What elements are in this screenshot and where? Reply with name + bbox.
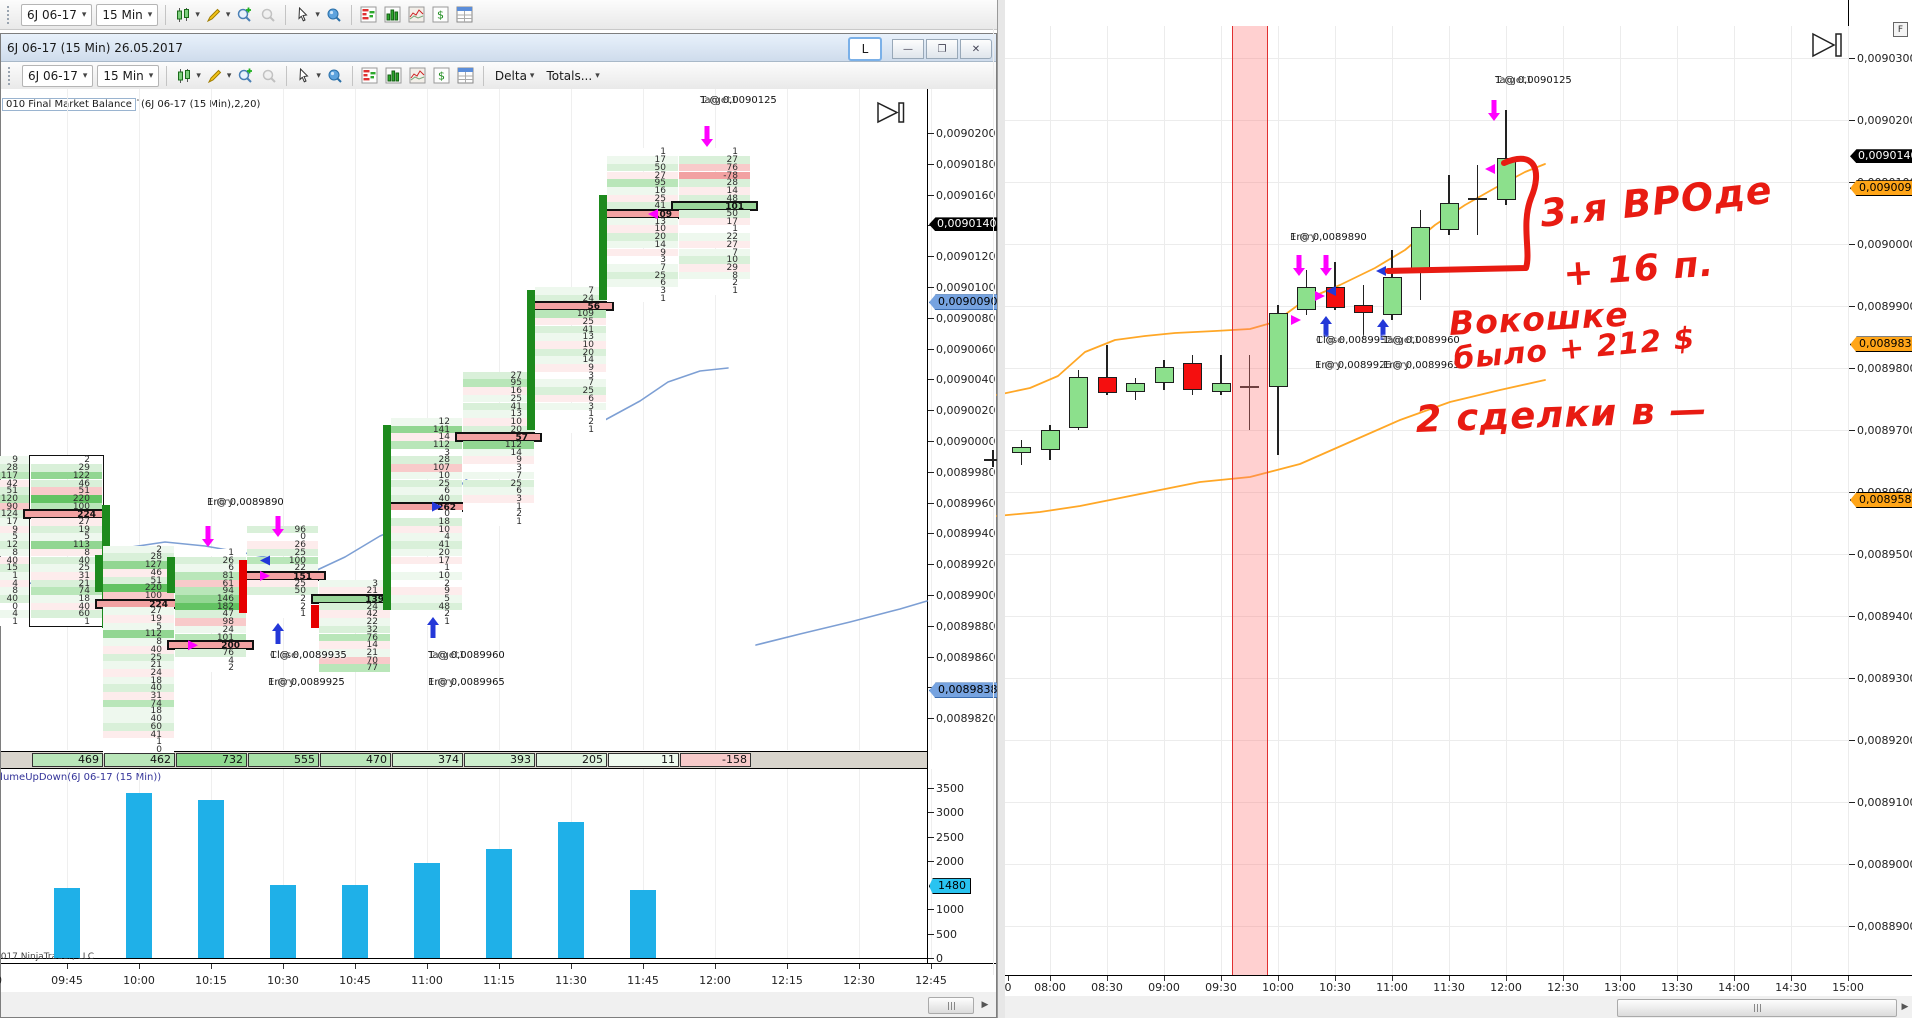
cursor-tool-icon[interactable] [293, 5, 313, 25]
chevron-down-icon[interactable]: ▾ [315, 9, 320, 20]
left-playback-icon[interactable] [876, 101, 906, 128]
account-dollar-icon[interactable]: $ [432, 66, 452, 86]
window-title: 6J 06-17 (15 Min) 26.05.2017 [7, 40, 183, 55]
delta-selector[interactable]: Delta ▾ [494, 68, 535, 83]
toolbar-separator [165, 4, 167, 25]
svg-text:$: $ [438, 70, 445, 83]
chevron-down-icon: ▾ [148, 70, 154, 81]
left-chart-plot[interactable] [1, 89, 927, 750]
main-toolbar: 6J 06-17 ▾ 15 Min ▾ ▾ ▾ ▾ $ [0, 0, 997, 30]
indicator-label: 010 Final Market Balance ˜(6J 06-17 (15 M… [2, 98, 260, 111]
interval-selector[interactable]: 15 Min ▾ [96, 3, 159, 26]
data-grid-icon[interactable] [456, 66, 476, 86]
chart-analysis-icon[interactable] [407, 5, 427, 25]
drawing-tools-icon[interactable] [205, 66, 225, 86]
right-price-axis[interactable] [1849, 0, 1912, 975]
close-button[interactable]: ✕ [960, 39, 992, 59]
volume-panel-title: VolumeUpDown(6J 06-17 (15 Min)) [0, 772, 162, 783]
chevron-down-icon[interactable]: ▾ [225, 9, 231, 20]
zoom-out-icon[interactable] [258, 5, 278, 25]
chevron-down-icon: ▾ [529, 70, 535, 81]
chart-style-icon[interactable] [174, 66, 194, 86]
right-time-axis-line [1005, 975, 1912, 976]
toolbar-separator [285, 4, 287, 25]
crosshair-zoom-icon[interactable] [325, 66, 345, 86]
link-button[interactable]: L [848, 37, 882, 61]
toolbar-separator [482, 65, 484, 86]
volume-bars-icon[interactable] [383, 5, 403, 25]
totals-row [1, 751, 927, 769]
volume-zero-line [1, 958, 927, 959]
volume-panel[interactable] [1, 769, 927, 962]
left-scroll-arrow-icon[interactable]: ▶ [978, 997, 992, 1012]
market-depth-icon[interactable] [359, 5, 379, 25]
account-dollar-icon[interactable]: $ [431, 5, 451, 25]
window-divider [997, 0, 1005, 1018]
toolbar-separator [166, 65, 168, 86]
chevron-down-icon: ▾ [82, 70, 88, 81]
toolbar-separator [351, 65, 353, 86]
instrument-selector[interactable]: 6J 06-17 ▾ [21, 3, 93, 26]
zoom-in-icon[interactable] [234, 5, 254, 25]
totals-selector[interactable]: Totals... ▾ [546, 68, 600, 83]
zoom-out-icon[interactable] [259, 66, 279, 86]
minimize-button[interactable]: — [892, 39, 924, 59]
left-scrollbar[interactable]: ▶ [1, 992, 996, 1017]
left-price-axis[interactable] [928, 89, 996, 963]
right-chart-plot[interactable] [1005, 0, 1848, 975]
toolbar-separator [286, 65, 288, 86]
toolbar-grip[interactable] [8, 66, 15, 85]
right-scrollbar[interactable]: ▶ [1005, 996, 1912, 1018]
svg-text:$: $ [437, 9, 444, 22]
chart-style-icon[interactable] [173, 5, 193, 25]
copyright-text: ©2017 NinjaTrader, LLC [0, 952, 95, 962]
maximize-button[interactable]: ❐ [926, 39, 958, 59]
chevron-down-icon[interactable]: ▾ [196, 70, 201, 81]
cursor-tool-icon[interactable] [294, 66, 314, 86]
chevron-down-icon: ▾ [147, 9, 153, 20]
data-grid-icon[interactable] [455, 5, 475, 25]
zoom-in-icon[interactable] [235, 66, 255, 86]
right-scrollbar-thumb[interactable] [1617, 999, 1897, 1017]
right-scroll-arrow-icon[interactable]: ▶ [1898, 999, 1912, 1015]
left-price-axis-line [927, 89, 928, 963]
market-depth-icon[interactable] [360, 66, 380, 86]
instrument-selector[interactable]: 6J 06-17 ▾ [22, 64, 94, 87]
chart-toolbar: 6J 06-17 ▾ 15 Min ▾ ▾ ▾ ▾ $ Delta ▾ Totals.… [1, 62, 996, 90]
drawing-tools-icon[interactable] [204, 5, 224, 25]
volume-bars-icon[interactable] [384, 66, 404, 86]
left-time-axis-line [1, 963, 996, 964]
crosshair-zoom-icon[interactable] [324, 5, 344, 25]
chevron-down-icon: ▾ [81, 9, 87, 20]
window-titlebar[interactable]: 6J 06-17 (15 Min) 26.05.2017 L — ❐ ✕ [1, 34, 996, 62]
chevron-down-icon[interactable]: ▾ [226, 70, 232, 81]
right-playback-icon[interactable] [1810, 32, 1844, 62]
chevron-down-icon: ▾ [595, 70, 600, 81]
chevron-down-icon[interactable]: ▾ [195, 9, 200, 20]
right-f-button[interactable]: F [1893, 22, 1908, 37]
right-time-axis[interactable] [1005, 976, 1912, 996]
left-time-axis[interactable] [1, 964, 996, 992]
toolbar-separator [350, 4, 352, 25]
toolbar-grip[interactable] [7, 5, 14, 24]
left-scrollbar-thumb[interactable] [928, 997, 974, 1014]
interval-selector[interactable]: 15 Min ▾ [97, 64, 160, 87]
chevron-down-icon[interactable]: ▾ [316, 70, 321, 81]
chart-analysis-icon[interactable] [408, 66, 428, 86]
